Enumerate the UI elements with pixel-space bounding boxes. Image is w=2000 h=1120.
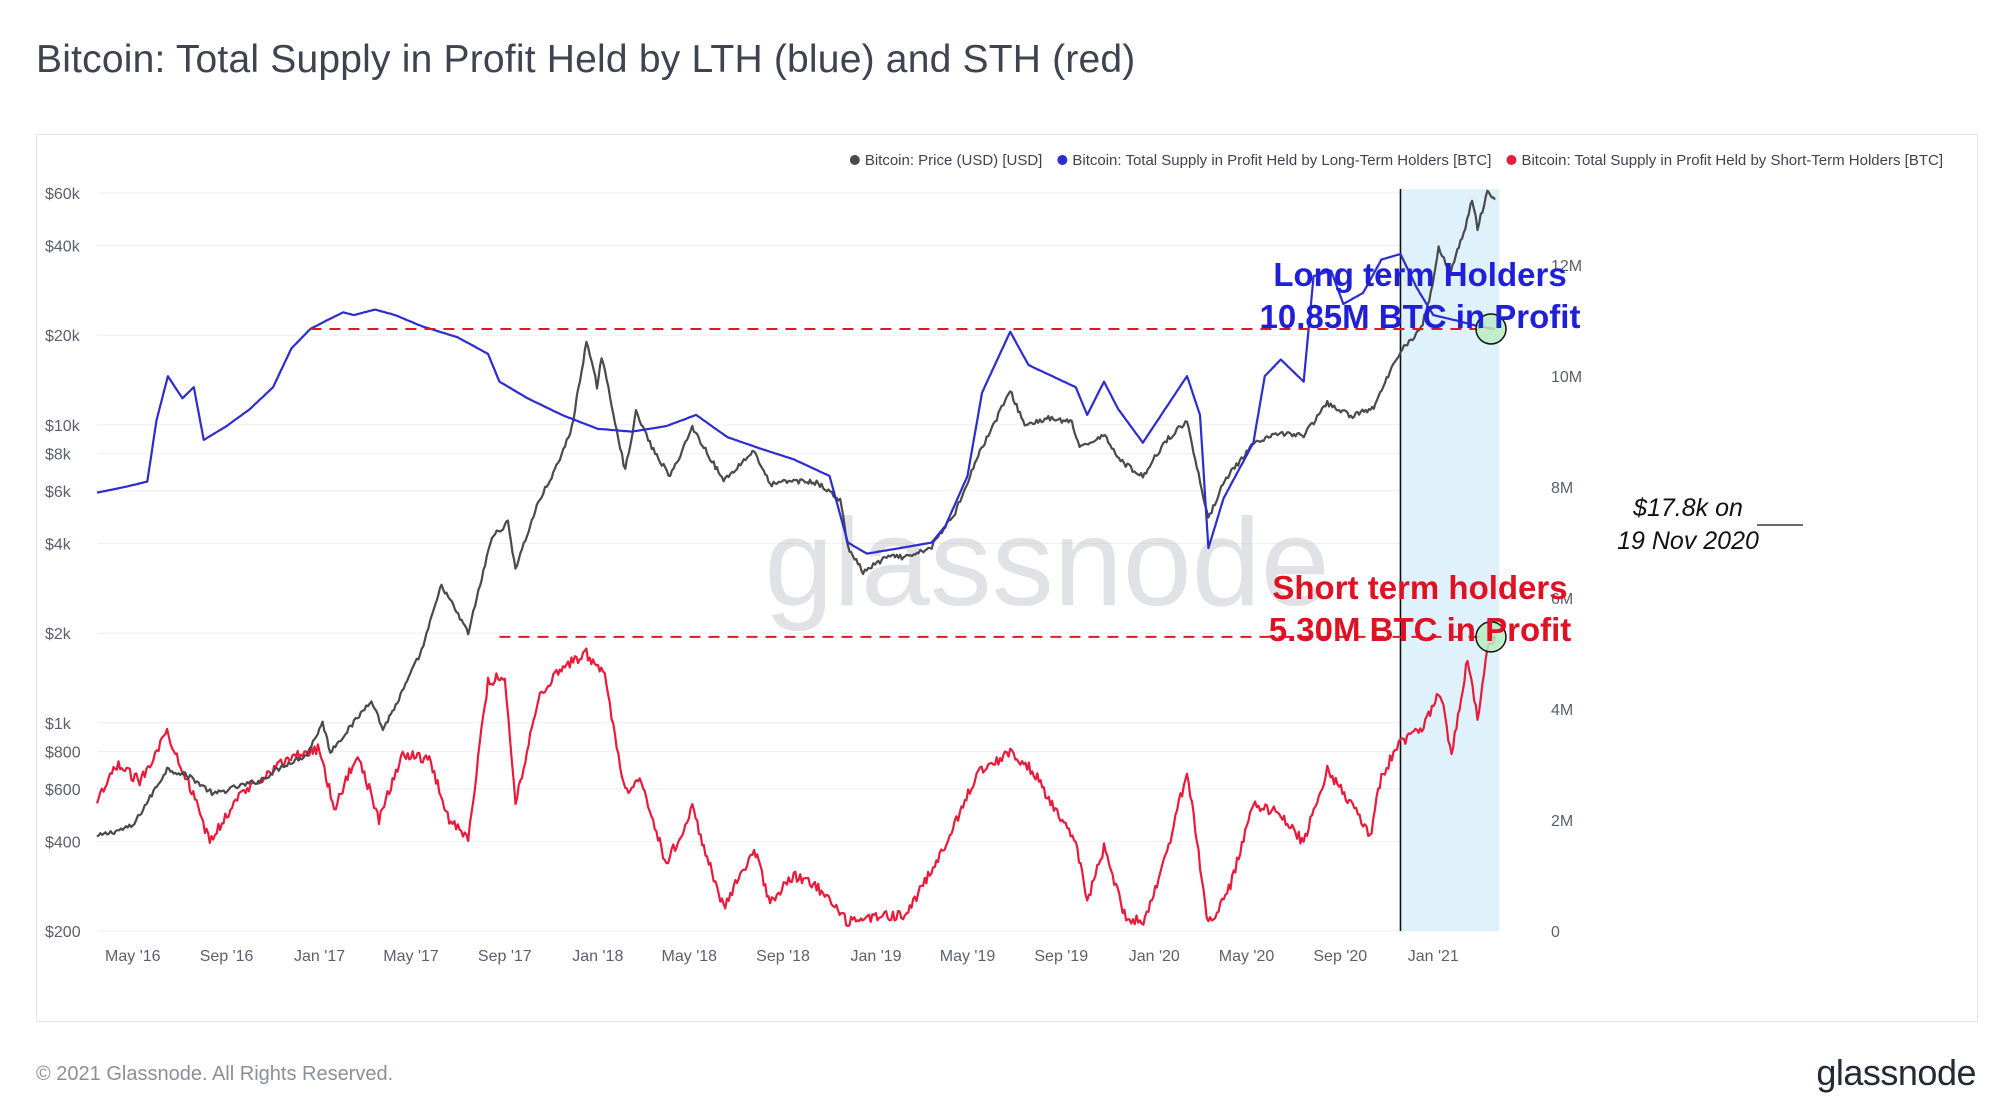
y-right-tick: 10M (1551, 369, 1582, 386)
y-right-tick: 4M (1551, 702, 1573, 719)
marker-lth (1475, 313, 1507, 345)
y-right-tick: 12M (1551, 258, 1582, 275)
x-tick: Jan '18 (572, 948, 623, 965)
chart-svg: glassnode $200 $400 $600 $800 $1k $2k $4k $6k $8… (45, 152, 1943, 965)
page-title: Bitcoin: Total Supply in Profit Held by … (36, 38, 1136, 81)
y-left-tick: $200 (45, 924, 81, 941)
y-left-tick: $20k (45, 328, 81, 345)
legend-label[interactable]: Bitcoin: Total Supply in Profit Held by … (1521, 152, 1943, 169)
annotation-price-line1: $17.8k on (1632, 494, 1743, 522)
watermark: glassnode (764, 494, 1329, 632)
legend-swatch (849, 155, 860, 165)
x-tick: Sep '20 (1313, 948, 1367, 965)
y-left-tick: $1k (45, 716, 72, 733)
series-line-lth (96, 253, 1496, 555)
x-tick: May '20 (1219, 948, 1275, 965)
legend: Bitcoin: Total Supply in Profit Held by … (849, 152, 1943, 169)
y-left-tick: $2k (45, 626, 72, 643)
x-tick: Sep '16 (200, 948, 254, 965)
x-tick: Jan '21 (1408, 948, 1459, 965)
y-left-tick: $8k (45, 447, 72, 464)
x-tick: Sep '17 (478, 948, 532, 965)
annotation-lth-title: Long term Holders (1273, 256, 1566, 293)
legend-swatch (1057, 155, 1068, 165)
chart-frame: glassnode $200 $400 $600 $800 $1k $2k $4k $6k $8… (36, 134, 1978, 1022)
x-tick: Jan '20 (1129, 948, 1180, 965)
marker-sth (1475, 621, 1507, 653)
x-tick: May '19 (940, 948, 996, 965)
legend-label[interactable]: Bitcoin: Total Supply in Profit Held by … (1072, 152, 1491, 169)
x-tick: May '18 (662, 948, 718, 965)
legend-swatch (1506, 155, 1517, 165)
end-markers (1475, 313, 1507, 653)
copyright-text: © 2021 Glassnode. All Rights Reserved. (36, 1063, 394, 1085)
annotation-lth-value: 10.85M BTC in Profit (1260, 298, 1581, 335)
x-tick: Jan '19 (850, 948, 901, 965)
y-left-tick: $10k (45, 418, 81, 435)
series-line-price (96, 189, 1496, 838)
x-tick: May '17 (383, 948, 439, 965)
x-tick: Jan '17 (294, 948, 345, 965)
annotation-price-line2: 19 Nov 2020 (1617, 527, 1759, 555)
series-lines (95, 189, 1497, 928)
legend-label[interactable]: Bitcoin: Price (USD) [USD] (865, 152, 1043, 169)
series-line-sth (95, 636, 1497, 928)
x-tick: May '16 (105, 948, 161, 965)
glassnode-logo[interactable]: glassnode (1816, 1052, 1976, 1093)
y-left-tick: $800 (45, 745, 81, 762)
y-left-tick: $40k (45, 238, 81, 255)
y-right-tick: 6M (1551, 591, 1573, 608)
y-left-tick: $60k (45, 186, 81, 203)
y-right-tick: 8M (1551, 480, 1573, 497)
y-left-tick: $600 (45, 782, 81, 799)
y-left-tick: $4k (45, 536, 72, 553)
y-left-tick: $6k (45, 484, 72, 501)
reference-lines (310, 327, 1495, 638)
highlight-region (1400, 189, 1499, 931)
y-right-tick: 2M (1551, 813, 1573, 830)
y-left-tick: $400 (45, 834, 81, 851)
annotation-sth-value: 5.30M BTC in Profit (1269, 611, 1572, 648)
y-right-tick: 0 (1551, 924, 1560, 941)
x-tick: Sep '18 (756, 948, 810, 965)
x-tick: Sep '19 (1034, 948, 1088, 965)
axes: $200 $400 $600 $800 $1k $2k $4k $6k $8k $10k $20k $… (45, 186, 1582, 965)
annotation-sth-title: Short term holders (1272, 569, 1567, 606)
